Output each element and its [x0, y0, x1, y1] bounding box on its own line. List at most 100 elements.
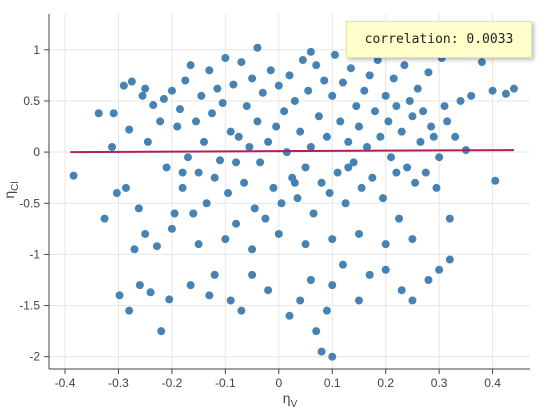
data-point	[170, 209, 179, 218]
data-point	[408, 235, 417, 244]
data-point	[424, 68, 433, 77]
y-tick-label: -1	[29, 247, 40, 261]
data-point	[349, 158, 358, 167]
data-point	[165, 295, 174, 304]
data-point	[261, 214, 270, 223]
data-point	[365, 270, 374, 279]
data-point	[119, 81, 128, 90]
data-point	[328, 235, 337, 244]
data-point	[435, 265, 444, 274]
data-point	[381, 265, 390, 274]
data-point	[365, 71, 374, 80]
data-point	[488, 86, 497, 95]
x-tick-label: -0.3	[108, 376, 129, 390]
data-point	[194, 240, 203, 249]
data-point	[424, 275, 433, 284]
data-point	[445, 255, 454, 264]
x-tick-label: 0.1	[324, 376, 341, 390]
data-point	[301, 163, 310, 172]
data-point	[371, 107, 380, 116]
data-point	[157, 327, 166, 336]
data-point	[432, 183, 441, 192]
data-point	[368, 173, 377, 182]
data-point	[224, 189, 233, 198]
data-point	[290, 178, 299, 187]
data-point	[344, 163, 353, 172]
data-point	[301, 240, 310, 249]
data-point	[357, 183, 366, 192]
data-point	[248, 270, 257, 279]
data-point	[373, 56, 382, 65]
data-point	[362, 142, 371, 151]
data-point	[152, 242, 161, 251]
data-point	[379, 194, 388, 203]
x-tick-label: -0.2	[162, 376, 183, 390]
data-point	[253, 117, 262, 126]
data-point	[333, 168, 342, 177]
data-point	[213, 84, 222, 93]
axes: -0.4 -0.3 -0.2 -0.1 0 0.1 0.2 0.3 0.4 -2 -1.5 -1 -0.…	[19, 14, 530, 390]
data-point	[234, 132, 243, 141]
data-point	[280, 107, 289, 116]
data-point	[405, 96, 414, 105]
data-point	[397, 286, 406, 295]
y-tick-label: 1	[33, 43, 40, 57]
data-point	[467, 91, 476, 100]
data-point	[285, 71, 294, 80]
data-point	[397, 127, 406, 136]
data-point	[354, 229, 363, 238]
data-point	[210, 270, 219, 279]
data-point	[173, 122, 182, 131]
data-point	[191, 117, 200, 126]
data-point	[216, 156, 225, 165]
data-point	[264, 286, 273, 295]
y-tick-label: 0	[33, 145, 40, 159]
x-tick-label: 0.2	[377, 376, 394, 390]
data-point	[403, 163, 412, 172]
data-point	[312, 61, 321, 70]
data-point	[186, 281, 195, 290]
data-point	[354, 296, 363, 305]
data-point	[232, 158, 241, 167]
data-point	[328, 91, 337, 100]
data-point	[202, 199, 211, 208]
data-point	[266, 66, 275, 75]
data-point	[272, 122, 281, 131]
data-point	[127, 77, 136, 86]
data-point	[312, 327, 321, 336]
data-point	[130, 245, 139, 254]
data-point	[360, 86, 369, 95]
data-point	[341, 199, 350, 208]
data-point	[242, 102, 251, 111]
x-tick-label: 0	[275, 376, 282, 390]
y-tick-label: -2	[29, 350, 40, 364]
data-point	[298, 56, 307, 65]
data-point	[322, 132, 331, 141]
data-point	[237, 306, 246, 315]
data-point	[146, 288, 155, 297]
data-point	[248, 74, 257, 83]
data-point	[94, 109, 103, 118]
data-point	[208, 109, 217, 118]
data-point	[293, 194, 302, 203]
correlation-text: correlation: 0.0033	[364, 32, 514, 47]
data-point	[210, 173, 219, 182]
data-point	[274, 229, 283, 238]
correlation-annotation: correlation: 0.0033	[346, 21, 532, 58]
data-point	[322, 306, 331, 315]
data-point	[181, 76, 190, 85]
data-point	[413, 84, 422, 93]
data-point	[125, 125, 134, 134]
data-point	[100, 214, 109, 223]
data-point	[338, 78, 347, 87]
data-point	[253, 43, 262, 52]
x-tick-label: -0.1	[215, 376, 236, 390]
data-point	[258, 88, 267, 97]
data-point	[112, 189, 121, 198]
data-point	[408, 112, 417, 121]
data-point	[328, 352, 337, 361]
data-point	[389, 74, 398, 83]
data-point	[451, 132, 460, 141]
data-point	[162, 163, 171, 172]
